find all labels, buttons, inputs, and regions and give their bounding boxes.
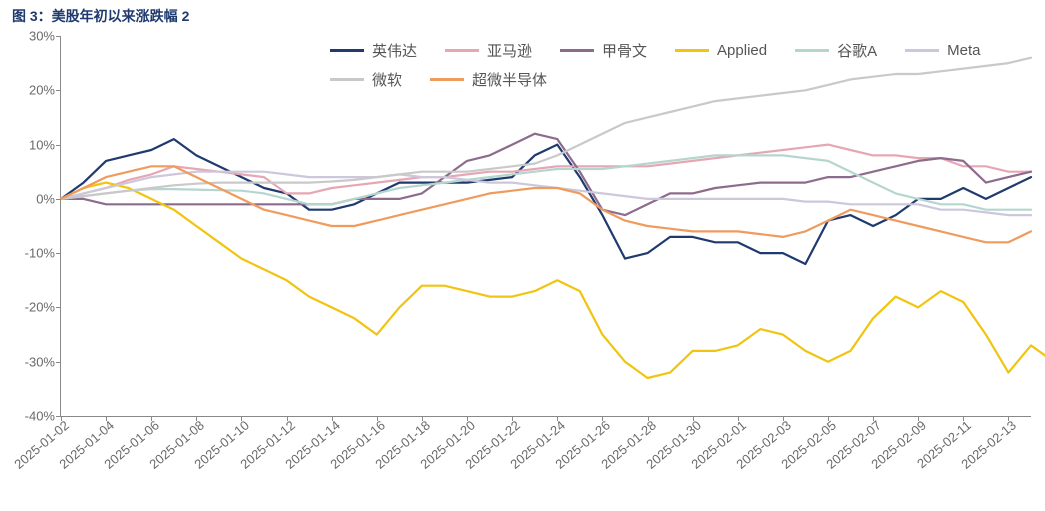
y-axis-tick-mark xyxy=(56,199,61,200)
legend-swatch xyxy=(795,49,829,52)
legend-item: 甲骨文 xyxy=(560,40,647,61)
legend-label: 英伟达 xyxy=(372,40,417,61)
legend-item: 亚马逊 xyxy=(445,40,532,61)
y-axis-tick-mark xyxy=(56,307,61,308)
legend-item: 谷歌A xyxy=(795,40,877,61)
legend-swatch xyxy=(330,49,364,52)
legend-label: Meta xyxy=(947,42,980,59)
legend-item: Meta xyxy=(905,40,980,61)
legend-item: Applied xyxy=(675,40,767,61)
legend-label: 亚马逊 xyxy=(487,40,532,61)
legend-swatch xyxy=(445,49,479,52)
legend-label: 超微半导体 xyxy=(472,69,547,90)
legend-item: 英伟达 xyxy=(330,40,417,61)
figure: 图 3：美股年初以来涨跌幅 2 -40%-30%-20%-10%0%10%20%… xyxy=(0,0,1045,511)
chart-title: 图 3：美股年初以来涨跌幅 2 xyxy=(12,6,189,26)
legend-item: 超微半导体 xyxy=(430,69,547,90)
legend: 英伟达 亚马逊 甲骨文 Applied 谷歌A Meta 微软 超微半导体 xyxy=(330,40,1010,90)
chart-lines xyxy=(61,36,1031,416)
legend-swatch xyxy=(430,78,464,81)
legend-swatch xyxy=(560,49,594,52)
series-line xyxy=(61,183,1045,378)
series-line xyxy=(61,172,1031,215)
legend-label: 微软 xyxy=(372,69,402,90)
legend-swatch xyxy=(675,49,709,52)
series-line xyxy=(61,134,1031,215)
y-axis-tick-mark xyxy=(56,36,61,37)
legend-swatch xyxy=(905,49,939,52)
legend-label: 甲骨文 xyxy=(602,40,647,61)
y-axis-tick-mark xyxy=(56,145,61,146)
series-line xyxy=(61,139,1031,264)
y-axis-tick-mark xyxy=(56,362,61,363)
y-axis-tick-mark xyxy=(56,90,61,91)
plot-area: -40%-30%-20%-10%0%10%20%30%2025-01-02202… xyxy=(60,36,1031,417)
legend-label: 谷歌A xyxy=(837,40,877,61)
y-axis-tick-mark xyxy=(56,253,61,254)
legend-label: Applied xyxy=(717,42,767,59)
legend-item: 微软 xyxy=(330,69,402,90)
legend-swatch xyxy=(330,78,364,81)
